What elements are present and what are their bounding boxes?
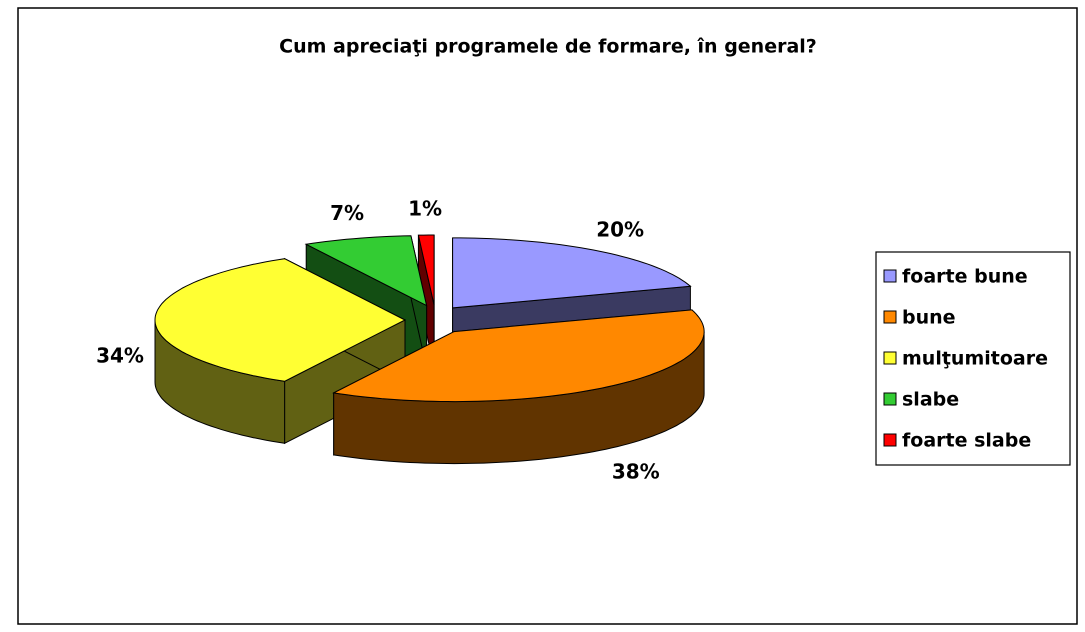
slice [154,258,407,382]
slice [154,257,407,445]
legend-label: foarte slabe [902,430,1031,452]
chart-title: Cum apreciaţi programele de formare, în … [279,36,817,58]
legend-swatch [883,269,897,283]
legend-box [875,251,1071,466]
legend-swatch [883,392,897,406]
data-label: 7% [330,201,364,225]
legend-label: bune [902,307,956,329]
legend-swatch [883,351,897,365]
legend-swatch [883,310,897,324]
legend-label: foarte bune [902,266,1028,288]
slice [452,237,692,309]
slice [332,309,705,465]
data-label: 38% [612,459,660,483]
slice [332,309,705,403]
slice [417,234,435,306]
legend-label: mulţumitoare [902,348,1048,370]
slice [304,235,428,307]
data-label: 34% [96,344,144,368]
data-label: 20% [596,218,644,242]
legend-swatch [883,433,897,447]
data-label: 1% [408,197,442,221]
legend-label: slabe [902,389,959,411]
